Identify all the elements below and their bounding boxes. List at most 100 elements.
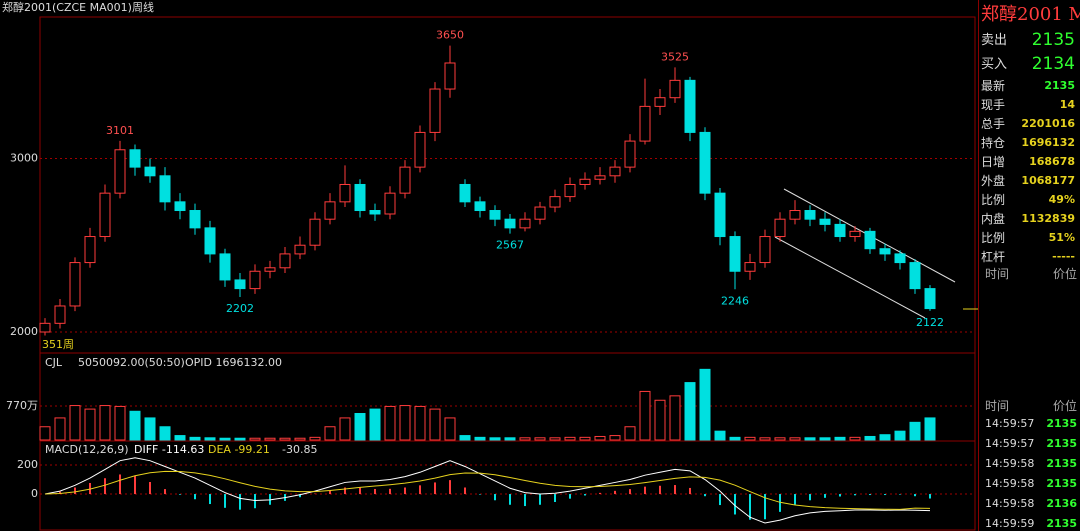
y-tick-label: 200 <box>17 458 38 471</box>
volume-bar <box>324 426 336 441</box>
volume-bar <box>294 437 306 441</box>
candle-body <box>579 178 591 185</box>
candle-body <box>759 236 771 264</box>
candle-body <box>69 262 81 307</box>
volume-bar <box>504 437 516 441</box>
volume-bar <box>144 417 156 441</box>
peak-label: 3101 <box>106 124 134 137</box>
col-header: 价位 <box>1052 267 1077 281</box>
candle-body <box>909 262 921 290</box>
candle-body <box>429 88 441 133</box>
candle-body <box>399 166 411 194</box>
candle-body <box>744 262 756 272</box>
candle-body <box>504 218 516 229</box>
candle-body <box>894 253 906 264</box>
candle-body <box>474 201 486 212</box>
tick-time: 14:59:57 <box>985 417 1035 430</box>
tick-price: 2135 <box>1046 517 1077 530</box>
tick-time: 14:59:57 <box>985 437 1035 450</box>
row-value: 2135 <box>1044 79 1075 92</box>
volume-bar <box>804 437 816 441</box>
volume-bar <box>249 437 261 441</box>
tick-time: 14:59:58 <box>985 477 1035 490</box>
volume-bar <box>369 408 381 441</box>
candle-body <box>54 305 66 324</box>
candle-body <box>609 166 621 177</box>
volume-bar <box>834 436 846 441</box>
candle-body <box>264 267 276 272</box>
volume-bar <box>774 437 786 441</box>
candle-body <box>639 105 651 142</box>
volume-bar <box>84 408 96 441</box>
row-label: 现手 <box>981 98 1006 112</box>
row-label: 持仓 <box>981 136 1006 150</box>
candle-body <box>729 236 741 272</box>
candle-body <box>714 192 726 238</box>
candle-body <box>834 223 846 238</box>
candle-body <box>174 201 186 212</box>
row-value: 2201016 <box>1021 117 1075 130</box>
candle-body <box>84 236 96 264</box>
candle-body <box>699 131 711 194</box>
volume-bar <box>159 426 171 441</box>
tick-time: 14:59:58 <box>985 457 1035 470</box>
row-label: 内盘 <box>981 212 1006 226</box>
row-value: 1068177 <box>1021 174 1075 187</box>
volume-bar <box>309 436 321 441</box>
row-value: 168678 <box>1029 155 1075 168</box>
volume-bar <box>234 437 246 441</box>
volume-bar <box>624 426 636 441</box>
candle-body <box>324 201 336 220</box>
symbol[interactable]: 郑醇2001(CZCE MA001) <box>2 0 132 14</box>
volume-bar <box>894 430 906 441</box>
volume-bar <box>174 435 186 441</box>
candle-body <box>774 218 786 238</box>
candle-body <box>804 210 816 220</box>
period[interactable]: 周线 <box>132 0 154 14</box>
candle-body <box>279 253 291 269</box>
tick-time: 14:59:59 <box>985 517 1035 530</box>
channel-line <box>774 236 926 319</box>
vol-legend: OPID 1696132.00 <box>185 356 282 369</box>
row-value: 51% <box>1048 231 1075 244</box>
y-tick-label: 3000 <box>10 151 38 164</box>
row-value: 14 <box>1059 98 1075 111</box>
col-header: 时间 <box>985 267 1010 281</box>
volume-bar <box>39 426 51 441</box>
candle-body <box>654 97 666 107</box>
candle-body <box>384 192 396 215</box>
tick-time: 14:59:58 <box>985 497 1035 510</box>
volume-bar <box>129 410 141 441</box>
candle-body <box>879 248 891 255</box>
buy-label: 买入 <box>981 57 1008 72</box>
candle-body <box>294 244 306 255</box>
quote-panel: 郑醇2001 M 卖出 2135 买入 2134 最新 2135 现手 14 总手 220… <box>978 0 1080 531</box>
candle-body <box>489 210 501 220</box>
row-value: 1696132 <box>1021 136 1075 149</box>
candle-body <box>309 218 321 246</box>
peak-label: 3525 <box>661 50 689 63</box>
candle-body <box>534 206 546 220</box>
macd-legend: DIFF -114.63 <box>134 443 204 456</box>
volume-bar <box>474 436 486 441</box>
chart: 郑醇2001(CZCE MA001) 周线 351周 CJL 5050092.0… <box>2 0 978 531</box>
volume-bar <box>744 436 756 441</box>
candle-body <box>189 210 201 229</box>
candle-body <box>684 79 696 133</box>
volume-bar <box>414 405 426 441</box>
row-label: 日增 <box>981 155 1006 169</box>
tick-price: 2135 <box>1046 477 1077 490</box>
macd-legend: -30.85 <box>282 443 317 456</box>
candle-body <box>204 227 216 255</box>
sell-price: 2135 <box>1031 30 1075 50</box>
row-label: 总手 <box>981 117 1006 131</box>
volume-bar <box>549 437 561 441</box>
macd-line <box>44 457 931 524</box>
tick-price: 2135 <box>1046 457 1077 470</box>
tick-price: 2136 <box>1046 497 1077 510</box>
row-label: 比例 <box>981 231 1006 245</box>
volume-bar <box>714 430 726 441</box>
volume-bar <box>819 437 831 441</box>
candle-body <box>849 230 861 238</box>
